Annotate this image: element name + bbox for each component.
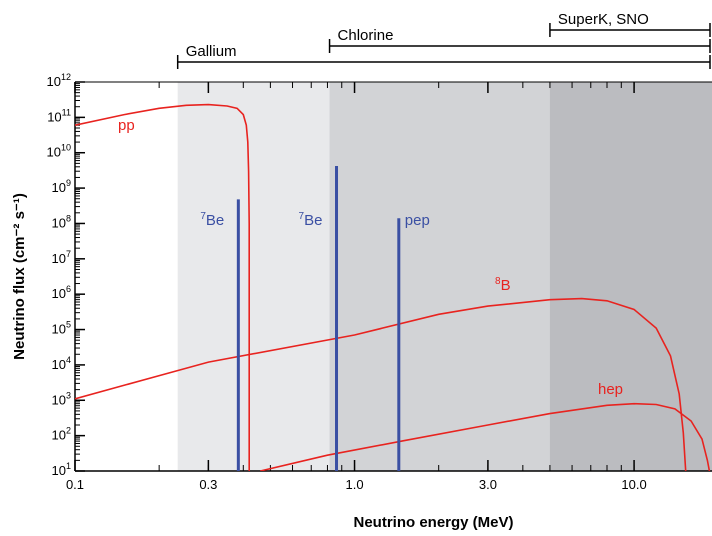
y-tick-label: 101 bbox=[52, 461, 71, 478]
threshold-label-2: Chlorine bbox=[338, 27, 394, 44]
y-tick-label: 108 bbox=[52, 213, 71, 230]
y-tick-label: 104 bbox=[52, 355, 71, 372]
line-label-3: pep bbox=[405, 212, 430, 229]
y-tick-label: 1012 bbox=[47, 72, 71, 89]
y-tick-label: 106 bbox=[52, 284, 71, 301]
threshold-label-3: SuperK, SNO bbox=[558, 11, 649, 28]
y-tick-label: 103 bbox=[52, 390, 71, 407]
threshold-region-3 bbox=[550, 82, 712, 471]
x-tick-label: 3.0 bbox=[479, 477, 497, 492]
x-tick-label: 0.3 bbox=[199, 477, 217, 492]
y-tick-label: 107 bbox=[52, 249, 71, 266]
series-label-hep: hep bbox=[598, 381, 623, 398]
y-tick-label: 1011 bbox=[47, 107, 71, 124]
x-tick-label: 1.0 bbox=[345, 477, 363, 492]
y-tick-label: 105 bbox=[52, 320, 71, 337]
threshold-label-1: Gallium bbox=[186, 43, 237, 60]
x-axis-title: Neutrino energy (MeV) bbox=[353, 514, 513, 531]
y-tick-label: 109 bbox=[52, 178, 71, 195]
y-tick-label: 1010 bbox=[47, 143, 71, 160]
x-tick-label: 0.1 bbox=[66, 477, 84, 492]
y-tick-label: 102 bbox=[52, 426, 71, 443]
y-axis-title: Neutrino flux (cm⁻² s⁻¹) bbox=[11, 193, 28, 360]
series-label-pp: pp bbox=[118, 117, 135, 134]
x-tick-label: 10.0 bbox=[621, 477, 646, 492]
